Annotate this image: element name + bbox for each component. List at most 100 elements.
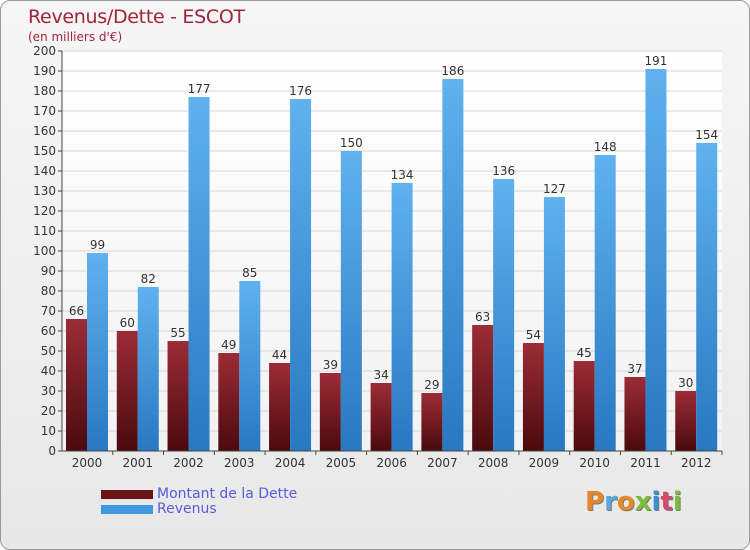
legend-swatch-dette: [101, 490, 153, 499]
bar-dette: [421, 393, 443, 451]
data-label: 66: [69, 304, 84, 318]
data-label: 150: [340, 136, 363, 150]
x-tick-label: 2010: [579, 456, 610, 470]
bar-dette: [66, 319, 87, 451]
bar-dette: [116, 331, 138, 451]
bar-dette: [472, 325, 494, 451]
chart-title: Revenus/Dette - ESCOT: [28, 6, 245, 28]
data-label: 29: [424, 378, 439, 392]
data-label: 60: [120, 316, 135, 330]
data-label: 49: [221, 338, 236, 352]
data-label: 127: [543, 182, 566, 196]
bar-dette: [624, 377, 646, 451]
y-tick-label: 50: [41, 344, 56, 358]
data-label: 186: [441, 64, 464, 78]
data-label: 134: [391, 168, 414, 182]
data-label: 99: [90, 238, 105, 252]
legend-swatch-revenus: [101, 505, 153, 514]
brand-letter: x: [634, 487, 652, 517]
data-label: 177: [188, 82, 211, 96]
data-label: 55: [170, 326, 185, 340]
brand-letter: P: [585, 487, 605, 517]
y-tick-label: 100: [33, 244, 56, 258]
bar-dette: [269, 363, 291, 451]
bar-revenus: [239, 281, 261, 451]
data-label: 148: [594, 140, 617, 154]
bar-revenus: [87, 253, 108, 451]
y-tick-label: 90: [41, 264, 56, 278]
y-axis-ticks: 0 10 20 30 40 50 60 70 80 90 100 110 120 130 140 150 160…: [33, 44, 62, 458]
bar-revenus: [137, 287, 159, 451]
axes: [61, 51, 722, 452]
bar-revenus: [290, 99, 312, 451]
x-tick-label: 2000: [72, 456, 103, 470]
bar-revenus: [493, 179, 515, 451]
bar-dette: [167, 341, 189, 451]
y-tick-label: 140: [33, 164, 56, 178]
legend-item-revenus: Revenus: [101, 502, 297, 517]
legend-label-dette: Montant de la Dette: [157, 486, 298, 502]
x-tick-label: 2011: [630, 456, 661, 470]
y-tick-label: 170: [33, 104, 56, 118]
bar-dette: [319, 373, 341, 451]
x-tick-label: 2012: [681, 456, 712, 470]
data-label: 63: [475, 310, 490, 324]
data-label: 54: [526, 328, 541, 342]
y-tick-label: 40: [41, 364, 56, 378]
data-label: 39: [323, 358, 338, 372]
y-tick-label: 180: [33, 84, 56, 98]
x-axis-ticks: 2000 2001 2002 2003 2004 2005 2006 2007 2008 2009…: [72, 451, 723, 470]
data-labels: 66 99 60 82 55 177 49 85 44 176 39 150 34 134 29 186 63 1…: [69, 54, 718, 392]
bar-dette: [370, 383, 392, 451]
data-label: 136: [492, 164, 515, 178]
data-label: 44: [272, 348, 287, 362]
x-tick-label: 2007: [427, 456, 458, 470]
y-tick-label: 130: [33, 184, 56, 198]
y-tick-label: 70: [41, 304, 56, 318]
x-tick-label: 2003: [224, 456, 255, 470]
bar-revenus: [442, 79, 464, 451]
bar-dette: [675, 391, 697, 451]
y-tick-label: 20: [41, 404, 56, 418]
bar-dette: [522, 343, 544, 451]
y-tick-label: 80: [41, 284, 56, 298]
data-label: 30: [678, 376, 693, 390]
x-tick-label: 2005: [326, 456, 357, 470]
legend-label-revenus: Revenus: [157, 501, 217, 517]
bar-dette: [218, 353, 240, 451]
y-tick-label: 160: [33, 124, 56, 138]
brand-letter: o: [616, 487, 635, 517]
bar-revenus: [594, 155, 616, 451]
y-tick-label: 110: [33, 224, 56, 238]
brand-letter: t: [660, 487, 673, 517]
bar-revenus: [645, 69, 667, 451]
y-tick-label: 30: [41, 384, 56, 398]
y-tick-label: 190: [33, 64, 56, 78]
data-label: 37: [627, 362, 642, 376]
data-label: 45: [577, 346, 592, 360]
x-tick-label: 2008: [478, 456, 509, 470]
x-tick-label: 2006: [376, 456, 407, 470]
y-tick-label: 150: [33, 144, 56, 158]
x-tick-label: 2004: [275, 456, 306, 470]
x-tick-label: 2001: [122, 456, 153, 470]
y-tick-label: 200: [33, 44, 56, 58]
bar-dette: [573, 361, 595, 451]
brand-letter: i: [651, 487, 661, 517]
brand-logo: Proxiti: [585, 487, 682, 517]
y-tick-label: 0: [48, 444, 56, 458]
data-label: 85: [242, 266, 257, 280]
data-label: 82: [141, 272, 156, 286]
brand-letter: r: [604, 487, 617, 517]
legend: Montant de la Dette Revenus: [101, 487, 297, 517]
brand-letter: i: [672, 487, 682, 517]
data-label: 176: [289, 84, 312, 98]
bar-revenus: [188, 97, 210, 451]
y-tick-label: 10: [41, 424, 56, 438]
data-label: 34: [373, 368, 388, 382]
bars: [66, 69, 718, 451]
x-tick-label: 2009: [529, 456, 560, 470]
legend-item-dette: Montant de la Dette: [101, 487, 297, 502]
